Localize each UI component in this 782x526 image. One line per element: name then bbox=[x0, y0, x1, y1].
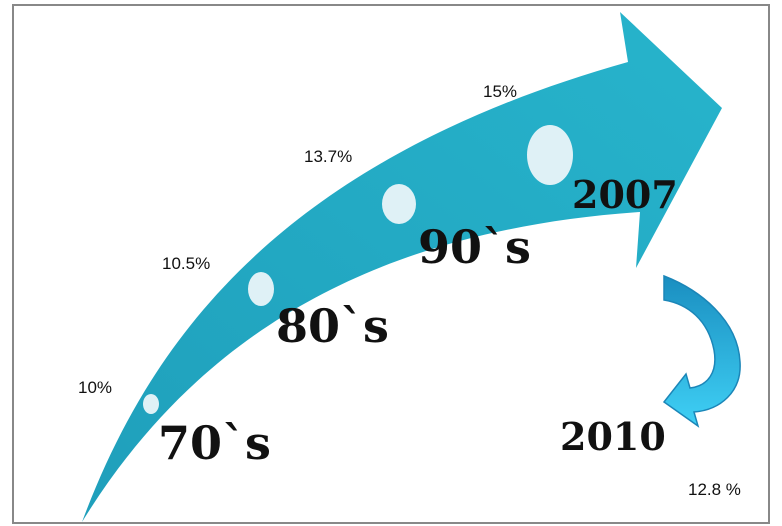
year-label-2010: 2010 bbox=[560, 414, 666, 459]
decade-label-70s: 70`s bbox=[158, 416, 271, 470]
marker-70s bbox=[143, 394, 159, 414]
rate-label-80s: 10.5% bbox=[162, 254, 211, 273]
diagram-frame bbox=[12, 4, 770, 524]
marker-2007 bbox=[527, 125, 573, 185]
rate-label-2010: 12.8 % bbox=[688, 480, 741, 499]
rate-label-90s: 13.7% bbox=[304, 147, 353, 166]
year-label-2007: 2007 bbox=[572, 172, 678, 217]
decade-label-80s: 80`s bbox=[276, 299, 389, 353]
rate-label-2007: 15% bbox=[483, 82, 518, 101]
rate-label-70s: 10% bbox=[78, 378, 113, 397]
marker-90s bbox=[382, 184, 416, 224]
marker-80s bbox=[248, 272, 274, 306]
forecast-curved-arrow bbox=[662, 274, 741, 428]
decade-label-90s: 90`s bbox=[418, 220, 531, 274]
